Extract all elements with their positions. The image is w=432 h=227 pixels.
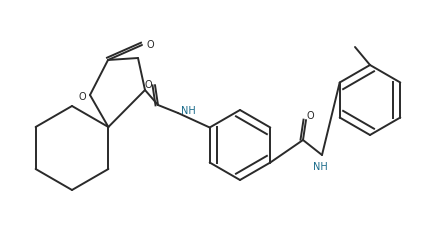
- Text: O: O: [306, 111, 314, 121]
- Text: NH: NH: [181, 106, 196, 116]
- Text: O: O: [144, 80, 152, 90]
- Text: NH: NH: [313, 162, 327, 172]
- Text: O: O: [146, 40, 154, 50]
- Text: O: O: [78, 92, 86, 102]
